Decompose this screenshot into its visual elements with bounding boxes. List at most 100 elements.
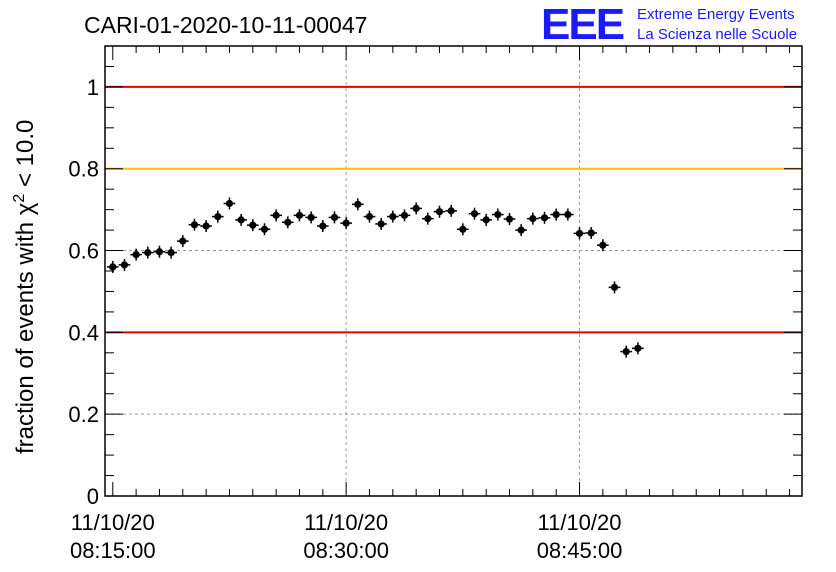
data-point-marker <box>260 225 269 233</box>
data-point <box>608 281 621 294</box>
data-point <box>235 213 247 226</box>
data-point-marker <box>144 248 152 257</box>
data-point <box>620 345 633 358</box>
data-point <box>130 248 142 261</box>
data-point-marker <box>307 213 315 222</box>
data-point-marker <box>622 347 630 356</box>
data-point <box>457 223 469 236</box>
y-tick-label: 0.4 <box>68 320 99 345</box>
data-point <box>200 220 212 232</box>
data-point <box>340 217 352 230</box>
data-point <box>211 210 224 223</box>
data-point <box>258 223 271 236</box>
data-point-marker <box>540 214 549 222</box>
data-point <box>562 208 574 221</box>
data-point <box>433 205 446 218</box>
data-point-marker <box>120 261 129 269</box>
data-point <box>550 208 563 221</box>
data-point <box>270 209 282 222</box>
data-point-marker <box>435 208 444 216</box>
data-point <box>527 212 539 225</box>
data-point-marker <box>389 212 397 221</box>
data-point <box>480 213 493 226</box>
data-point <box>351 198 364 211</box>
data-point-marker <box>505 215 514 223</box>
grid <box>105 46 802 496</box>
data-point-marker <box>377 220 385 228</box>
data-point-marker <box>179 237 187 245</box>
data-points <box>106 197 644 358</box>
data-point-marker <box>517 226 525 234</box>
data-point-marker <box>272 211 280 219</box>
data-point <box>293 209 306 222</box>
x-tick-time: 08:15:00 <box>70 538 156 563</box>
data-point-marker <box>284 218 292 226</box>
data-point-marker <box>167 248 175 257</box>
data-point <box>468 207 481 220</box>
data-point <box>316 220 329 232</box>
y-axis-label: fraction of events with χ2 < 10.0 <box>11 120 39 454</box>
data-point-marker <box>249 221 257 229</box>
chart-title: CARI-01-2020-10-11-00047 <box>84 12 367 38</box>
logo-line-2: La Scienza nelle Scuole <box>637 26 797 43</box>
y-tick-label: 0 <box>87 484 99 509</box>
data-point-marker <box>412 204 420 213</box>
data-point <box>597 239 609 252</box>
x-tick-time: 08:30:00 <box>303 538 389 563</box>
y-tick-label: 0.2 <box>68 402 99 427</box>
data-point-marker <box>599 241 607 249</box>
data-point-marker <box>575 229 584 237</box>
data-point <box>141 246 154 259</box>
data-point <box>538 211 551 224</box>
data-point <box>421 212 434 225</box>
y-tick-label: 0.8 <box>68 157 99 182</box>
data-point-marker <box>529 215 537 223</box>
data-point <box>445 204 458 217</box>
data-point-marker <box>190 221 199 229</box>
data-point-marker <box>109 263 117 271</box>
data-point <box>363 210 376 223</box>
data-point-marker <box>494 210 502 219</box>
data-point <box>328 211 341 224</box>
data-point-marker <box>459 225 467 233</box>
data-point <box>375 217 387 230</box>
data-point-marker <box>482 216 490 224</box>
data-point <box>281 216 294 229</box>
data-point-marker <box>552 210 560 219</box>
data-point <box>188 218 201 231</box>
data-point-marker <box>202 222 210 230</box>
plot-frame <box>104 45 803 497</box>
data-point-marker <box>564 210 572 219</box>
logo-line-1: Extreme Energy Events <box>637 6 795 23</box>
data-point <box>246 219 259 232</box>
data-point <box>585 226 598 239</box>
data-point-marker <box>132 251 140 259</box>
data-point-marker <box>354 200 362 208</box>
axes: 0 0.2 0.4 0.6 0.8 1 11/10/20 08:15:00 11/10/20 08… <box>68 45 803 563</box>
reference-lines <box>105 85 802 334</box>
data-point-marker <box>155 248 164 256</box>
data-point <box>305 211 317 224</box>
data-point <box>165 246 177 259</box>
data-point-marker <box>365 212 374 221</box>
x-tick-date: 11/10/20 <box>304 510 388 535</box>
x-tick-date: 11/10/20 <box>538 510 622 535</box>
data-point <box>176 235 189 248</box>
data-point-marker <box>214 212 222 221</box>
x-tick-time: 08:45:00 <box>537 538 623 563</box>
logo-letters: EEE <box>541 0 624 49</box>
data-point-marker <box>330 213 339 222</box>
data-point <box>410 202 422 215</box>
y-tick-label: 0.6 <box>68 239 99 264</box>
data-point <box>118 258 131 271</box>
x-tick-date: 11/10/20 <box>71 510 155 535</box>
eee-logo: EEE Extreme Energy Events La Scienza nel… <box>541 0 797 49</box>
data-point <box>106 260 119 273</box>
data-point-marker <box>610 283 619 291</box>
data-point-marker <box>634 344 642 352</box>
data-point-marker <box>424 215 432 223</box>
data-point-marker <box>342 219 350 227</box>
data-point <box>386 210 399 223</box>
data-point <box>153 245 166 258</box>
